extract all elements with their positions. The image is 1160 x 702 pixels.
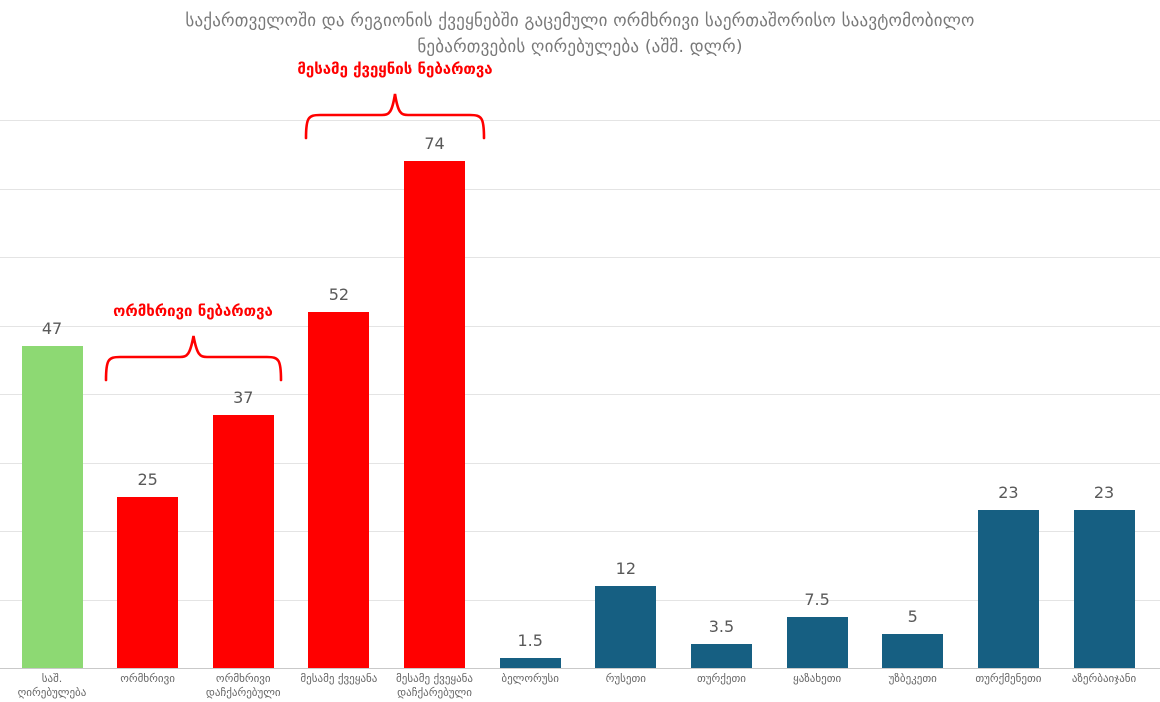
bar-value-label: 74 [424,134,445,154]
bar-5 [404,161,466,668]
bar-value-label: 23 [998,483,1019,503]
bar-value-label: 3.5 [708,617,735,637]
x-axis-label: მესამე ქვეყანა დაჩქარებული [396,672,474,699]
gridline [0,394,1160,395]
bar-4 [308,311,370,668]
bar-value-label: 7.5 [804,589,830,609]
x-axis-label: ყაზახეთი [793,672,842,685]
gridline [0,599,1160,601]
bar-8 [690,644,752,668]
bar-value-label: 12 [615,558,636,578]
bar-7 [595,585,657,668]
gridline [0,531,1160,532]
gridline [0,188,1160,190]
bar-9 [786,616,848,668]
x-axis-line [0,668,1160,669]
x-axis-label: ორმხრივი [120,672,175,685]
bar-value-label: 25 [137,469,158,489]
gridline [0,462,1160,464]
chart-title-line2: ნებართვების ღირებულება (აშშ. დლრ) [417,37,743,57]
x-axis-label: საშ. ღირებულება [17,672,87,699]
x-axis-label: თურქმენეთი [975,672,1042,685]
bar-2 [117,496,179,668]
bar-10 [882,633,944,668]
x-axis-label: უზბეკეთი [888,672,937,685]
bar-value-label: 37 [233,387,254,407]
bar-value-label: 52 [328,284,350,304]
annotation-third-country-permit: მესამე ქვეყნის ნებართვა [297,60,493,78]
x-axis-label: რუსეთი [605,672,646,685]
chart-title-line1: საქართველოში და რეგიონის ქვეყნებში გაცემ… [185,11,975,31]
gridline [0,325,1160,327]
x-axis-label: მესამე ქვეყანა [300,672,378,685]
bar-3 [212,414,274,668]
bar-value-label: 5 [907,606,918,626]
x-axis-label: ბელორუსი [501,672,559,685]
chart-title: საქართველოში და რეგიონის ქვეყნებში გაცემ… [0,8,1160,60]
bar-11 [977,510,1039,668]
brace-bilateral-icon [104,335,283,382]
annotation-bilateral-permit: ორმხრივი ნებართვა [113,302,273,320]
bar-12 [1073,510,1135,668]
brace-third-country-icon [304,93,486,140]
bar-1 [21,346,83,668]
bar-value-label: 47 [41,319,63,339]
x-axis-label: აზერბაიჯანი [1071,672,1137,685]
bar-value-label: 1.5 [517,630,543,650]
gridline [0,257,1160,258]
bar-value-label: 23 [1093,483,1115,503]
bar-6 [499,657,561,668]
x-axis-label: ორმხრივი დაჩქარებული [205,672,281,699]
gridline [0,120,1160,121]
x-axis-label: თურქეთი [696,672,746,685]
